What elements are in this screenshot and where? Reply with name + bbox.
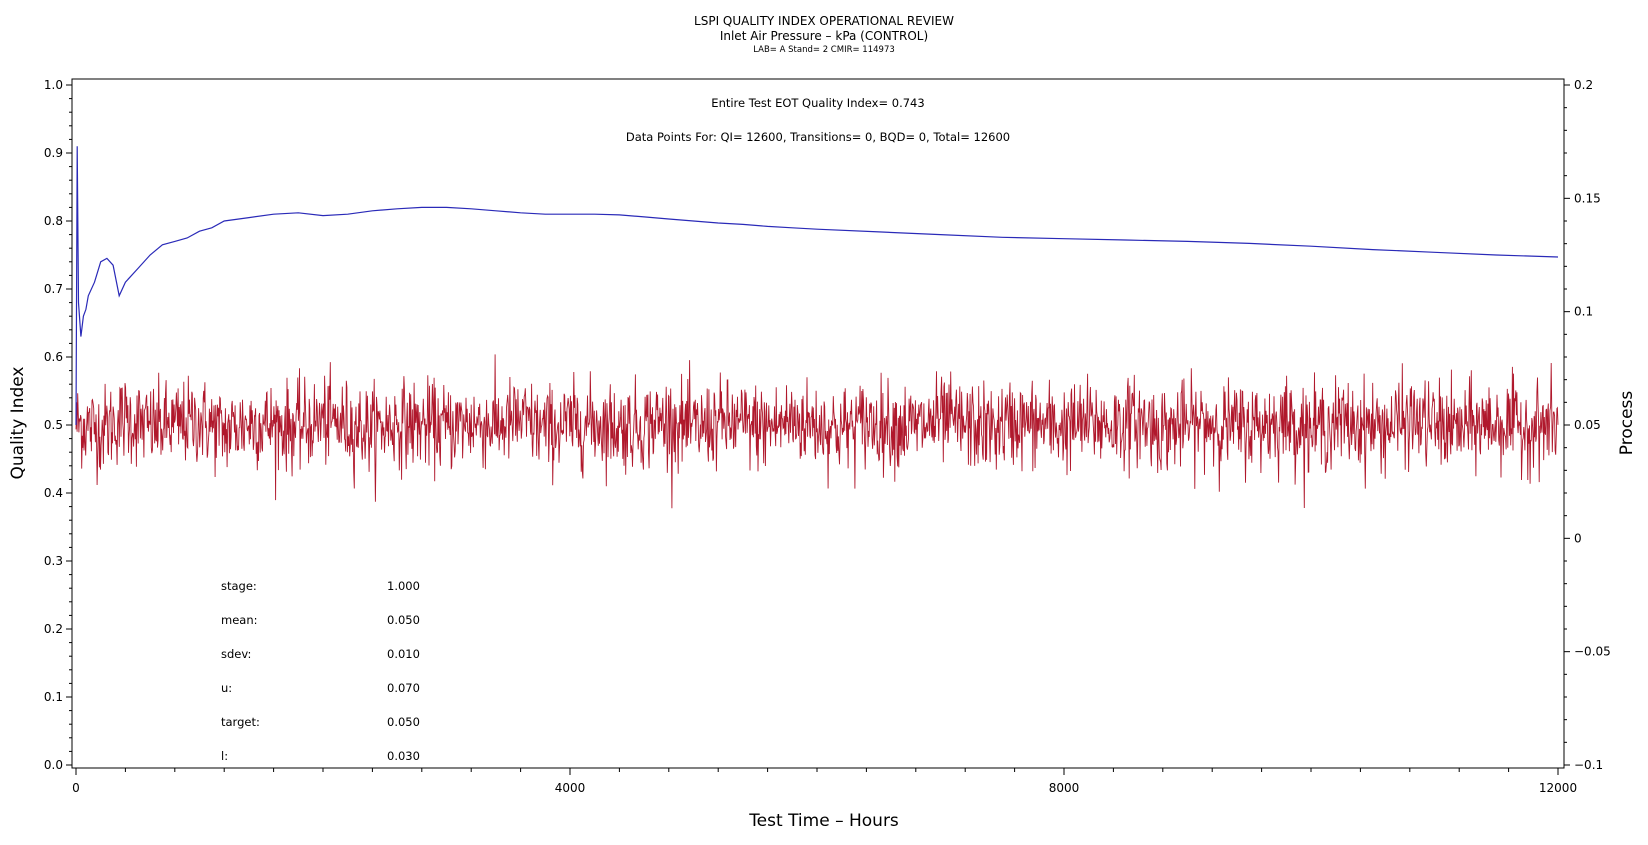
y2-tick-label: 0.05 (1574, 418, 1601, 432)
y2-axis-label: Process (1617, 391, 1637, 456)
axis-ticks: 0.0 0.1 0.2 0.3 0.4 0.5 0.6 0.7 0.8 0.9 1.0 −0.1 −0.… (44, 78, 1611, 795)
stat-value: 0.070 (387, 681, 420, 695)
chart-meta: LAB= A Stand= 2 CMIR= 114973 (753, 45, 895, 55)
stat-label: l: (221, 749, 228, 763)
stat-value: 0.010 (387, 647, 420, 661)
stat-label: u: (221, 681, 232, 695)
y-tick-label: 1.0 (44, 78, 63, 92)
y-tick-label: 0.9 (44, 146, 63, 160)
y-tick-label: 0.7 (44, 282, 63, 296)
eot-quality-annotation: Entire Test EOT Quality Index= 0.743 (711, 96, 924, 110)
y2-tick-label: −0.1 (1574, 758, 1603, 772)
y2-tick-label: 0.1 (1574, 305, 1593, 319)
stat-label: target: (221, 715, 260, 729)
x-axis-label: Test Time – Hours (748, 811, 899, 831)
y-tick-label: 0.8 (44, 214, 63, 228)
y-tick-label: 0.2 (44, 622, 63, 636)
y-axis-label: Quality Index (8, 367, 28, 480)
stat-label: sdev: (221, 647, 251, 661)
stat-value: 0.050 (387, 715, 420, 729)
plot-frame (71, 78, 1565, 769)
chart-subtitle: Inlet Air Pressure – kPa (CONTROL) (720, 29, 928, 43)
y-tick-label: 0.4 (44, 486, 63, 500)
x-tick-label: 0 (72, 781, 80, 795)
x-tick-label: 12000 (1539, 781, 1577, 795)
x-tick-label: 8000 (1049, 781, 1080, 795)
stat-value: 0.050 (387, 613, 420, 627)
stat-label: mean: (221, 613, 258, 627)
quality-index-line (75, 146, 1559, 426)
y-tick-label: 0.6 (44, 350, 63, 364)
x-tick-label: 4000 (555, 781, 586, 795)
y-tick-label: 0.0 (44, 758, 63, 772)
y-tick-label: 0.3 (44, 554, 63, 568)
y-tick-label: 0.1 (44, 690, 63, 704)
process-series-line (75, 354, 1559, 509)
y2-tick-label: 0 (1574, 531, 1582, 545)
stats-block: stage: 1.000 mean: 0.050 sdev: 0.010 u: 0.070 ta… (221, 579, 420, 763)
series-layer (75, 146, 1559, 509)
y-tick-label: 0.5 (44, 418, 63, 432)
chart-title: LSPI QUALITY INDEX OPERATIONAL REVIEW (694, 14, 954, 28)
y2-tick-label: 0.2 (1574, 78, 1593, 92)
stat-value: 1.000 (387, 579, 420, 593)
y2-tick-label: −0.05 (1574, 645, 1611, 659)
data-points-annotation: Data Points For: QI= 12600, Transitions=… (626, 130, 1010, 144)
stat-label: stage: (221, 579, 257, 593)
stat-value: 0.030 (387, 749, 420, 763)
y2-tick-label: 0.15 (1574, 191, 1601, 205)
